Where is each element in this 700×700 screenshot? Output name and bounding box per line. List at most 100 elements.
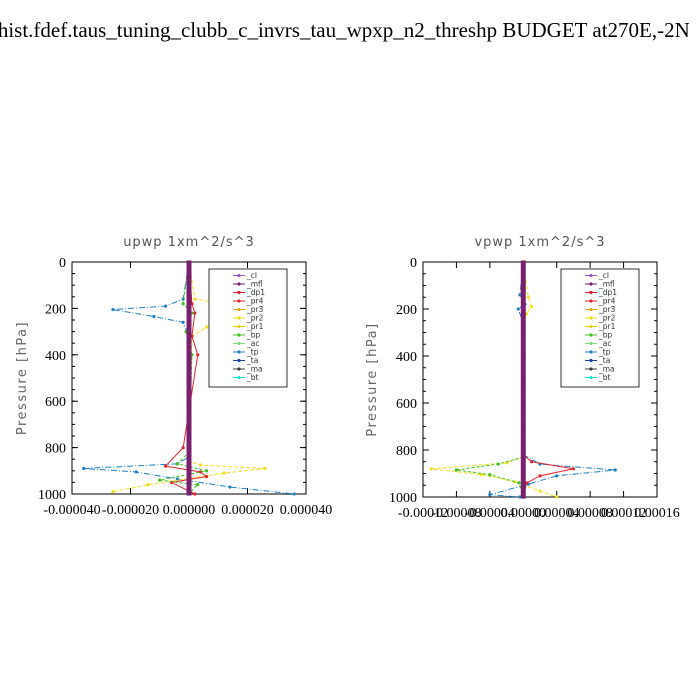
- legend-entry: _ac: [598, 339, 611, 348]
- x-tick-label: -0.00012: [398, 506, 448, 521]
- data-point: [134, 470, 138, 474]
- legend-marker: [589, 324, 593, 329]
- y-tick-label: 200: [396, 303, 417, 318]
- legend-entry: _ac: [246, 339, 259, 348]
- x-tick-label: 0.00016: [634, 506, 680, 521]
- data-point: [517, 481, 521, 485]
- legend-entry: _mfl: [246, 280, 263, 289]
- y-tick-label: 1000: [389, 491, 417, 506]
- data-point: [175, 462, 179, 466]
- legend-entry: _dp1: [246, 288, 265, 297]
- legend-marker: [237, 307, 241, 312]
- data-point: [520, 322, 526, 326]
- legend-marker: [237, 341, 241, 346]
- data-point: [186, 330, 192, 334]
- data-point: [186, 318, 192, 322]
- data-point: [186, 414, 192, 418]
- data-point: [186, 277, 192, 281]
- data-point: [186, 347, 192, 351]
- data-point: [520, 436, 526, 440]
- x-tick-label: 0.000000: [163, 503, 216, 518]
- data-point: [504, 461, 509, 465]
- legend-marker: [589, 358, 593, 363]
- data-point: [520, 295, 526, 299]
- y-tick-label: 1000: [38, 488, 66, 503]
- legend-box: [560, 268, 640, 388]
- data-point: [186, 437, 192, 441]
- data-point: [520, 339, 526, 343]
- data-point: [186, 402, 192, 406]
- data-point: [186, 341, 192, 345]
- data-point: [488, 473, 492, 477]
- data-point: [193, 311, 197, 315]
- data-point: [520, 301, 526, 305]
- data-point: [164, 304, 168, 308]
- data-point: [186, 417, 192, 421]
- legend-marker: [237, 282, 241, 286]
- legend-marker: [589, 341, 593, 346]
- data-point: [186, 333, 192, 336]
- data-point: [518, 495, 522, 499]
- data-point: [520, 378, 526, 381]
- data-point: [520, 263, 526, 267]
- data-point: [520, 416, 526, 420]
- data-point: [520, 383, 526, 387]
- data-point: [520, 281, 526, 285]
- data-point: [520, 469, 526, 473]
- legend-entry: _cl: [246, 271, 257, 280]
- data-point: [196, 483, 200, 487]
- data-point: [526, 295, 530, 299]
- legend-marker: [589, 299, 593, 303]
- data-point: [520, 304, 526, 308]
- data-point: [520, 460, 526, 464]
- y-tick-label: 800: [396, 444, 417, 459]
- data-point: [520, 489, 526, 493]
- data-point: [186, 385, 192, 389]
- data-point: [520, 404, 526, 408]
- data-point: [530, 460, 534, 464]
- legend-entry: _pr2: [246, 314, 264, 323]
- data-point: [520, 445, 526, 449]
- data-point: [520, 419, 526, 423]
- data-point: [520, 331, 526, 334]
- data-point: [520, 298, 526, 302]
- data-point: [571, 467, 576, 471]
- series-line-bp: [456, 262, 524, 498]
- data-point: [181, 446, 185, 450]
- data-point: [186, 304, 192, 307]
- data-point: [204, 475, 209, 479]
- data-point: [186, 422, 192, 426]
- data-point: [520, 345, 526, 349]
- y-tick-label: 200: [45, 302, 66, 317]
- data-point: [186, 408, 192, 412]
- data-point: [525, 312, 529, 316]
- legend-entry: _pr1: [246, 322, 264, 331]
- data-point: [186, 396, 192, 400]
- legend-entry: _ta: [598, 356, 610, 365]
- data-point: [520, 316, 526, 320]
- legend-entry: _bp: [246, 331, 261, 340]
- data-point: [186, 379, 192, 383]
- y-tick-label: 400: [396, 350, 417, 365]
- y-tick-label: 800: [45, 442, 66, 457]
- data-point: [520, 386, 526, 390]
- legend-marker: [237, 358, 241, 363]
- data-point: [488, 493, 492, 497]
- data-point: [520, 433, 526, 437]
- legend-marker: [237, 350, 241, 354]
- data-point: [152, 314, 156, 319]
- data-point: [530, 305, 534, 309]
- data-point: [186, 321, 192, 325]
- data-point: [520, 357, 526, 361]
- data-point: [520, 272, 526, 276]
- data-point: [520, 319, 526, 323]
- data-point: [292, 492, 296, 496]
- data-point: [186, 338, 192, 342]
- data-point: [520, 348, 526, 352]
- data-point: [186, 367, 192, 371]
- data-point: [186, 472, 192, 476]
- x-tick-label: 0.000040: [280, 503, 333, 518]
- data-point: [186, 489, 192, 493]
- data-point: [228, 485, 232, 489]
- page-title: thist.fdef.taus_tuning_clubb_c_invrs_tau…: [0, 18, 690, 42]
